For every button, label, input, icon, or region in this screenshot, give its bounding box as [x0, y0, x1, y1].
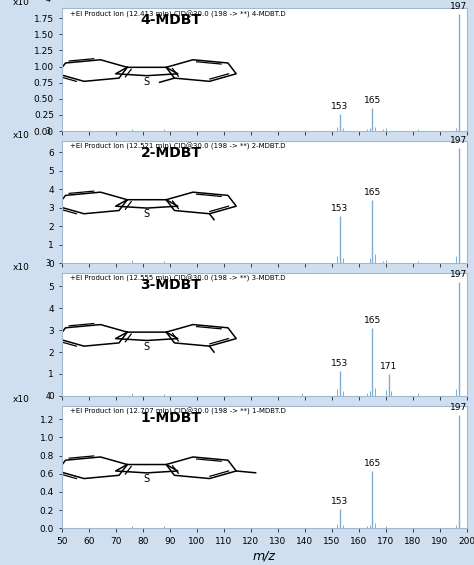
Text: 171: 171: [380, 362, 397, 371]
Text: 1-MDBT: 1-MDBT: [141, 411, 201, 424]
Text: 197: 197: [450, 403, 467, 412]
Text: 165: 165: [364, 459, 381, 468]
Text: 197: 197: [450, 270, 467, 279]
Text: x10: x10: [13, 263, 30, 272]
Text: S: S: [144, 209, 150, 219]
Text: x10: x10: [13, 396, 30, 405]
Text: +EI Product Ion (12.707 min) CID@30.0 (198 -> **) 1-MDBT.D: +EI Product Ion (12.707 min) CID@30.0 (1…: [70, 407, 286, 415]
X-axis label: m/z: m/z: [253, 549, 276, 562]
Text: S: S: [144, 77, 150, 87]
Text: x10: x10: [13, 0, 30, 7]
Text: 3-MDBT: 3-MDBT: [141, 278, 201, 292]
Text: +EI Product Ion (12.413 min) CID@30.0 (198 -> **) 4-MDBT.D: +EI Product Ion (12.413 min) CID@30.0 (1…: [70, 10, 285, 18]
Text: x10: x10: [13, 131, 30, 140]
Text: 4: 4: [46, 392, 50, 401]
Text: +EI Product Ion (12.521 min) CID@30.0 (198 -> **) 2-MDBT.D: +EI Product Ion (12.521 min) CID@30.0 (1…: [70, 143, 285, 150]
Text: S: S: [144, 342, 150, 351]
Text: 197: 197: [450, 136, 467, 145]
Text: 3: 3: [46, 259, 50, 268]
Text: 2-MDBT: 2-MDBT: [141, 146, 201, 160]
Text: 153: 153: [331, 359, 348, 368]
Text: 3: 3: [46, 127, 50, 136]
Text: +EI Product Ion (12.555 min) CID@30.0 (198 -> **) 3-MDBT.D: +EI Product Ion (12.555 min) CID@30.0 (1…: [70, 275, 285, 282]
Text: 165: 165: [364, 96, 381, 105]
Text: 153: 153: [331, 497, 348, 506]
Text: 197: 197: [450, 2, 467, 11]
Text: 4-MDBT: 4-MDBT: [141, 14, 201, 27]
Text: 165: 165: [364, 188, 381, 197]
Text: 165: 165: [364, 316, 381, 325]
Text: 153: 153: [331, 204, 348, 213]
Text: S: S: [144, 474, 150, 484]
Text: 153: 153: [331, 102, 348, 111]
Text: 4: 4: [46, 0, 50, 3]
